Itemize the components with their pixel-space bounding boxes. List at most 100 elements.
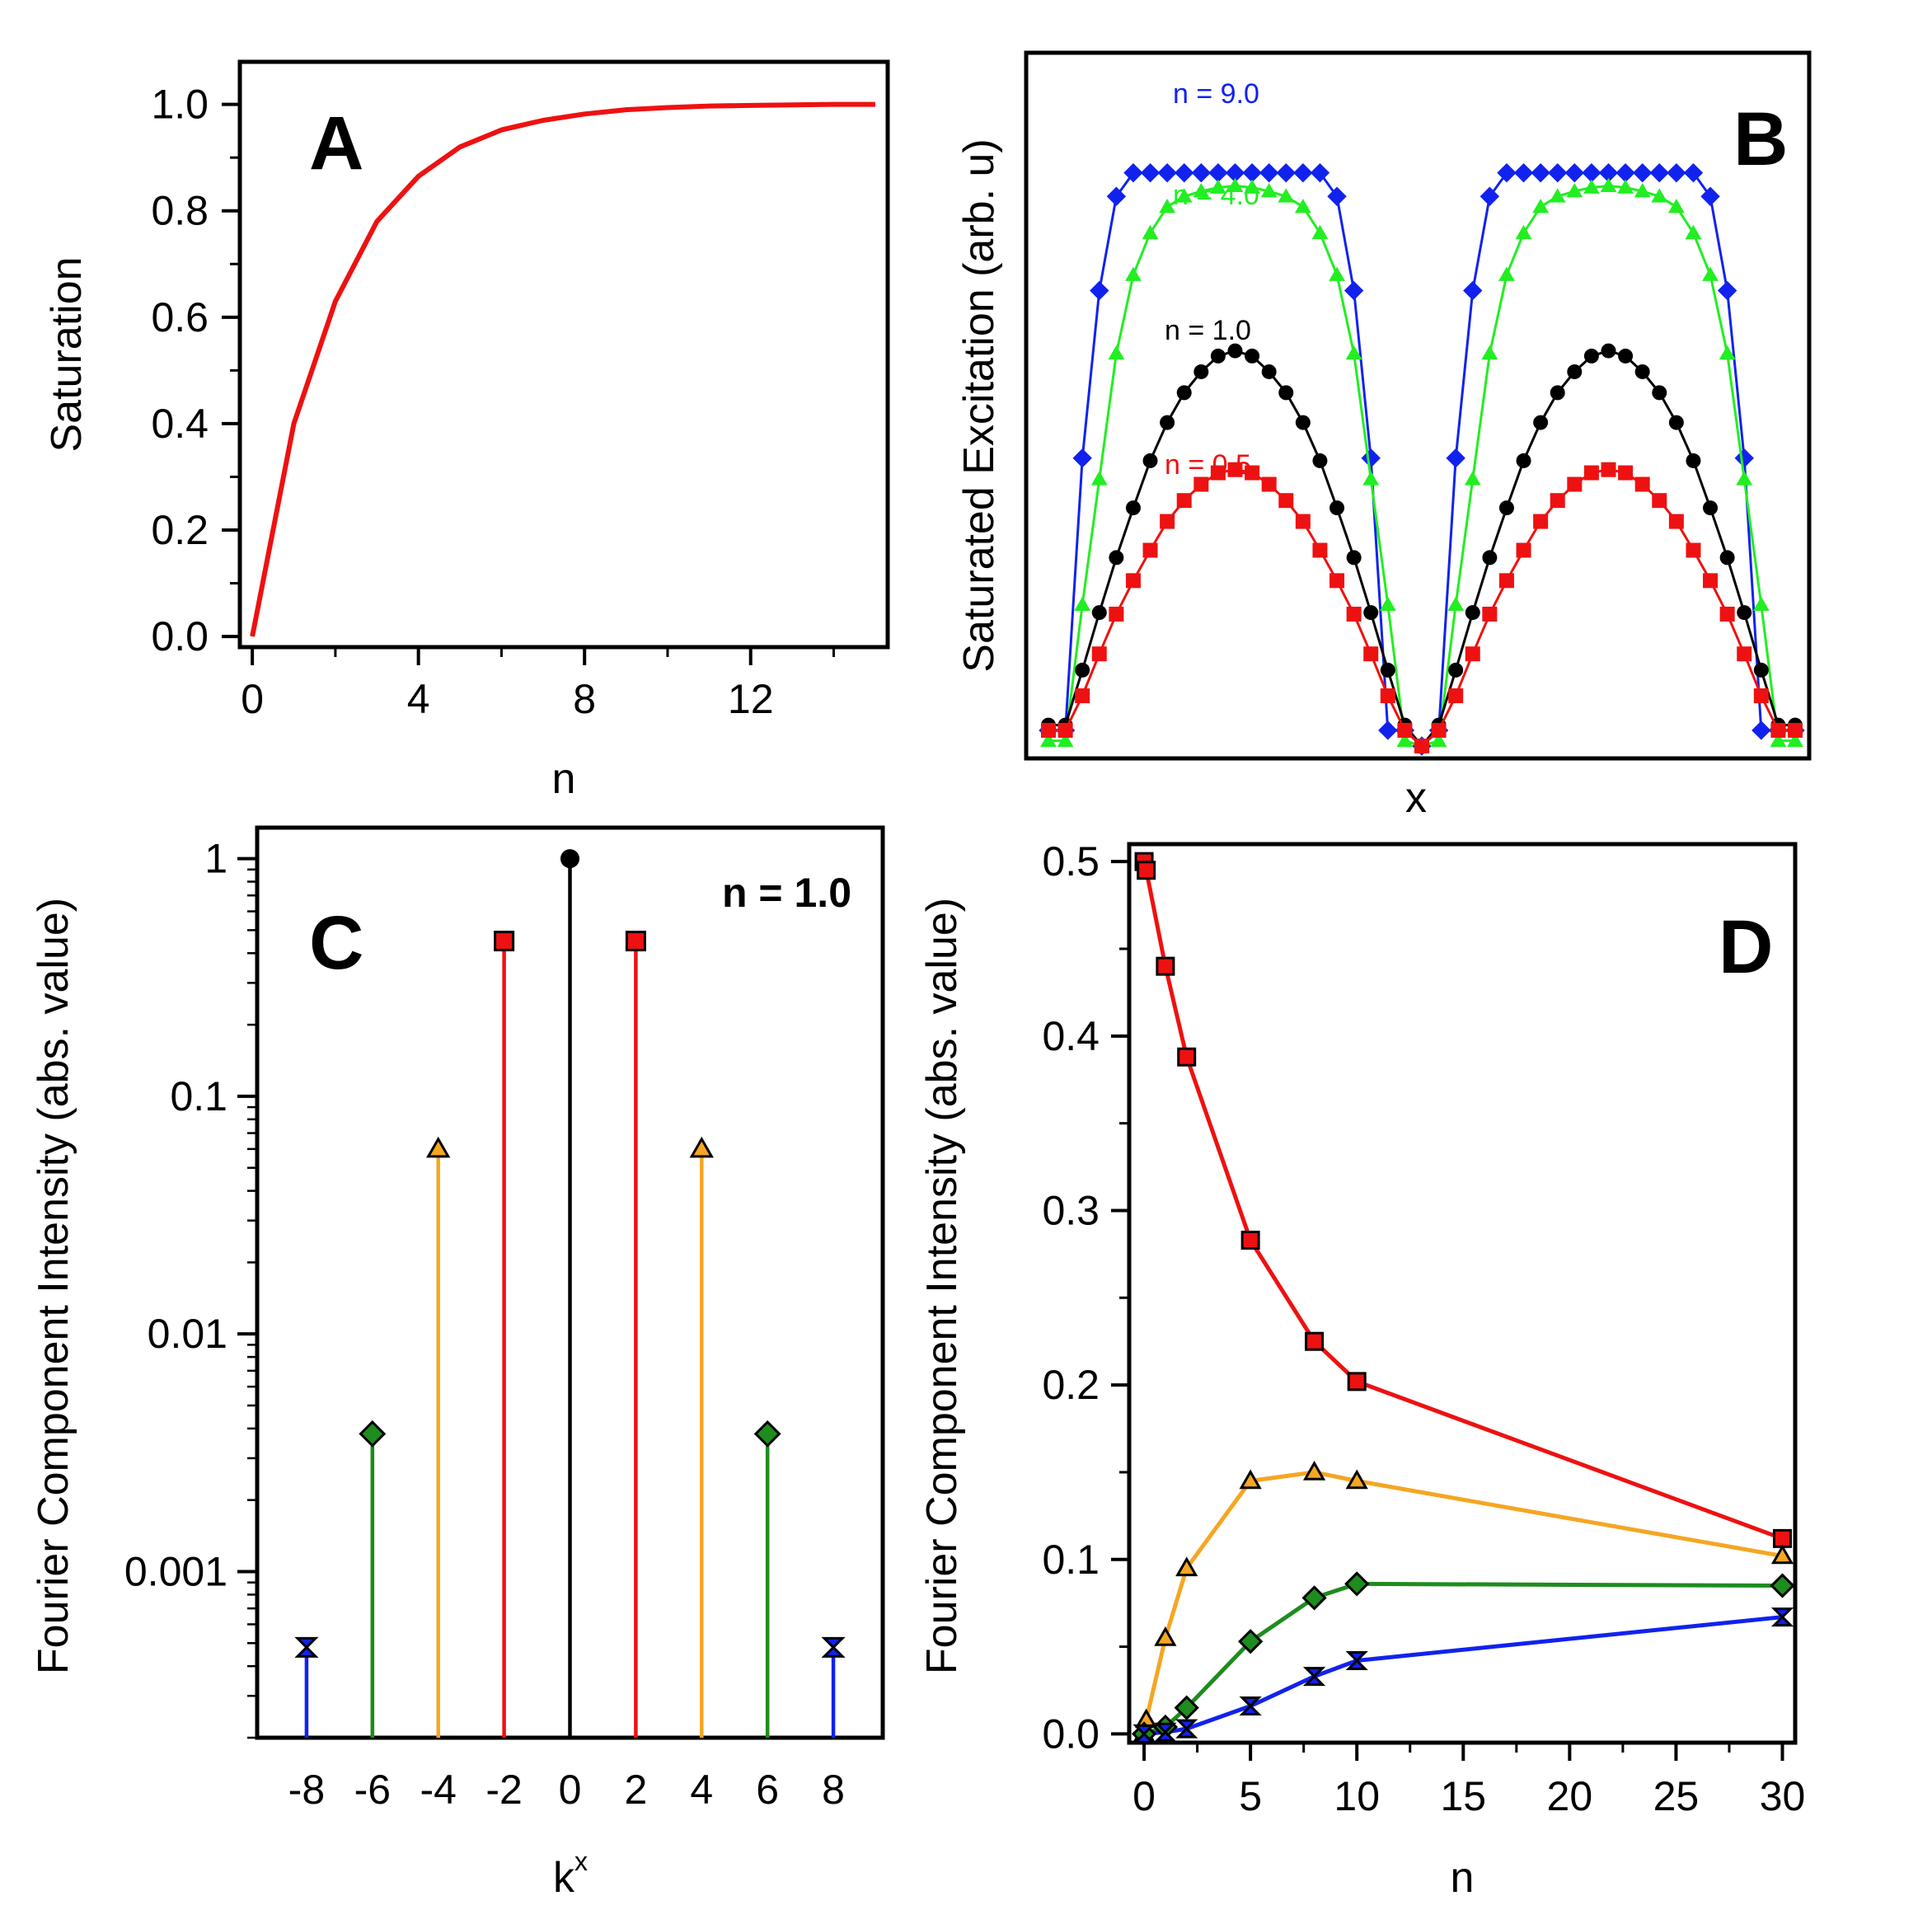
panel-c-letter: C	[309, 901, 363, 985]
panel-a-xtick-label: 8	[573, 676, 596, 722]
panel-d-ticks: 0 5 10 15 20 25 30 0.0 0.1 0.2 0.3 0.4 0.5	[1042, 838, 1805, 1819]
panel-b-point	[1380, 662, 1395, 678]
panel-b-point	[1125, 500, 1141, 516]
panel-b-point	[1447, 596, 1465, 611]
panel-b-point	[1091, 646, 1107, 662]
panel-b-point	[1787, 732, 1803, 748]
panel-c-stem-marker	[494, 931, 515, 952]
panel-b-point	[1295, 514, 1311, 529]
panel-d-point	[1175, 1719, 1198, 1739]
panel-a-ytick-label: 0.0	[151, 613, 209, 659]
panel-d-point	[1344, 1571, 1370, 1597]
panel-b-point	[1668, 514, 1684, 529]
panel-b-point	[1649, 162, 1669, 183]
panel-b-point	[1567, 476, 1583, 492]
panel-b-point	[1311, 224, 1329, 240]
panel-d-marks	[1131, 852, 1795, 1747]
panel-d-point	[1240, 1230, 1260, 1250]
panel-b-point	[1227, 462, 1243, 477]
panel-d-xtick-label: 30	[1760, 1773, 1806, 1819]
panel-a-saturation-chart: 0 4 8 12 0.0 0.2 0.4 0.6 0.8 1.0 A n Saturation	[43, 59, 890, 803]
panel-c-stem-marker	[821, 1636, 846, 1658]
panel-b-point	[1617, 179, 1634, 194]
panel-b-point	[1532, 199, 1550, 214]
panel-b-point	[1414, 739, 1429, 753]
panel-c-stem-marker	[625, 931, 646, 952]
panel-d-point	[1770, 1573, 1795, 1598]
panel-b-point	[1734, 448, 1754, 468]
panel-b-point	[1343, 280, 1364, 301]
panel-b-point	[1278, 385, 1294, 401]
panel-b-point	[1361, 448, 1381, 468]
panel-a-ytick-label: 0.4	[151, 401, 209, 447]
panel-d-point	[1132, 1724, 1156, 1743]
panel-b-point	[1683, 162, 1704, 183]
panel-c-xtick-label: 0	[559, 1767, 582, 1813]
panel-b-point	[1157, 162, 1177, 183]
panel-b-point	[1634, 476, 1650, 492]
panel-b-point	[1242, 162, 1262, 183]
panel-b-point	[1142, 542, 1158, 558]
panel-d-xtick-label: 5	[1239, 1773, 1262, 1819]
panel-b-point	[1463, 280, 1483, 301]
panel-b-point	[1703, 573, 1719, 589]
panel-d-point	[1302, 1667, 1326, 1687]
panel-b-point	[1041, 722, 1056, 738]
panel-d-point	[1156, 956, 1175, 976]
panel-d-point	[1177, 1047, 1197, 1067]
panel-c-ytick-label: 0.001	[124, 1548, 227, 1594]
panel-b-point	[1175, 162, 1194, 183]
panel-b-point	[1378, 720, 1398, 740]
panel-b-point	[1106, 186, 1127, 206]
panel-b-point	[1498, 573, 1514, 589]
panel-c-fourier-stem-chart: -8 -6 -4 -2 0 2 4 6 810.10.010.001 C n = 1.0 kx …	[30, 825, 885, 1902]
panel-b-point	[1278, 188, 1295, 203]
panel-b-point	[1208, 162, 1228, 183]
panel-b-point	[1652, 493, 1667, 509]
panel-b-point	[1109, 550, 1124, 565]
panel-d-point	[1345, 1469, 1368, 1490]
panel-b-point	[1564, 162, 1585, 183]
panel-b-point	[1125, 266, 1142, 281]
panel-d-point	[1239, 1469, 1262, 1490]
panel-b-point	[1193, 364, 1209, 379]
panel-b-point	[1465, 646, 1480, 662]
panel-b-point	[1700, 186, 1720, 206]
panel-b-point	[1667, 162, 1686, 183]
panel-d-point	[1305, 1331, 1325, 1351]
panel-b-point	[1550, 493, 1565, 509]
panel-b-point	[1227, 343, 1243, 359]
panel-d-xtick-label: 10	[1334, 1773, 1380, 1819]
panel-b-point	[1567, 364, 1583, 379]
panel-b-point	[1260, 183, 1278, 198]
panel-b-point	[1245, 465, 1260, 481]
panel-d-ylabel: Fourier Component Intensity (abs. value)	[918, 898, 966, 1674]
panel-d-ytick-label: 0.1	[1042, 1537, 1100, 1583]
panel-b-point	[1549, 188, 1566, 203]
panel-b-point	[1448, 662, 1464, 678]
panel-a-xlabel: n	[552, 755, 576, 803]
panel-b-point	[1380, 688, 1395, 704]
panel-b-point	[1312, 453, 1328, 468]
panel-b-point	[1363, 646, 1379, 662]
panel-b-point	[1465, 605, 1480, 621]
panel-d-ytick-label: 0.2	[1042, 1362, 1100, 1408]
panel-d-xtick-label: 20	[1547, 1773, 1593, 1819]
panel-b-point	[1719, 345, 1736, 360]
panel-b-xlabel: x	[1405, 774, 1427, 822]
panel-b-point	[1125, 573, 1141, 589]
panel-b-n9-label: n = 9.0	[1173, 78, 1259, 110]
panel-d-point	[1345, 1651, 1368, 1671]
panel-c-xtick-label: 8	[822, 1767, 845, 1813]
panel-b-point	[1583, 348, 1599, 364]
panel-b-point	[1276, 162, 1296, 183]
panel-b-point	[1601, 343, 1616, 359]
panel-a-ytick-label: 1.0	[151, 82, 209, 128]
panel-c-xtick-label: 2	[624, 1767, 647, 1813]
panel-b-point	[1329, 500, 1345, 516]
panel-c-xtick-label: -2	[485, 1767, 522, 1813]
panel-b-point	[1533, 514, 1549, 529]
panel-c-stem-marker	[294, 1636, 319, 1658]
panel-b-frame	[1024, 50, 1812, 761]
